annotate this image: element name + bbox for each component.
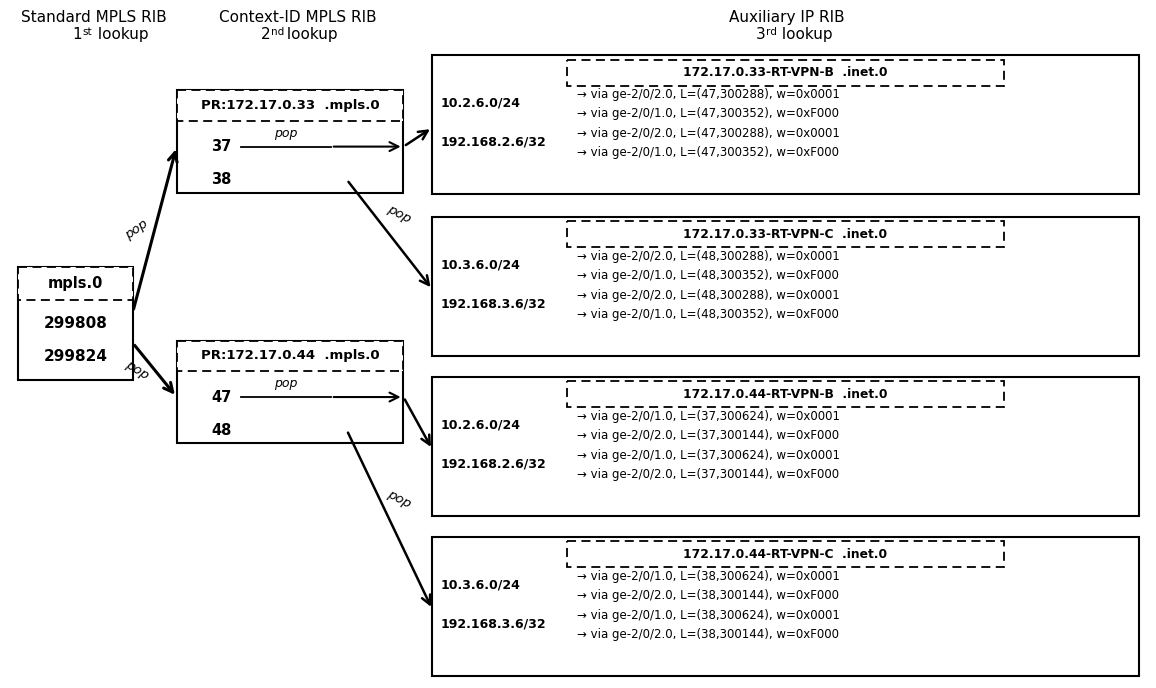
Text: → via ge-2/0/1.0, L=(48,300352), w=0xF000: → via ge-2/0/1.0, L=(48,300352), w=0xF00… xyxy=(577,308,838,321)
Text: → via ge-2/0/1.0, L=(38,300624), w=0x0001: → via ge-2/0/1.0, L=(38,300624), w=0x000… xyxy=(577,570,839,583)
Text: → via ge-2/0/1.0, L=(37,300624), w=0x0001: → via ge-2/0/1.0, L=(37,300624), w=0x000… xyxy=(577,449,839,462)
Text: 48: 48 xyxy=(212,422,231,438)
Text: 1: 1 xyxy=(72,28,82,43)
Text: → via ge-2/0/2.0, L=(48,300288), w=0x0001: → via ge-2/0/2.0, L=(48,300288), w=0x000… xyxy=(577,250,839,263)
Text: 47: 47 xyxy=(212,389,231,405)
Text: → via ge-2/0/2.0, L=(48,300288), w=0x0001: → via ge-2/0/2.0, L=(48,300288), w=0x000… xyxy=(577,289,839,302)
Text: 192.168.2.6/32: 192.168.2.6/32 xyxy=(440,458,546,471)
Text: pop: pop xyxy=(123,217,150,241)
Bar xyxy=(566,381,1005,407)
Text: → via ge-2/0/2.0, L=(47,300288), w=0x0001: → via ge-2/0/2.0, L=(47,300288), w=0x000… xyxy=(577,127,839,140)
Bar xyxy=(177,341,403,371)
Text: pop: pop xyxy=(274,127,298,140)
Text: → via ge-2/0/2.0, L=(38,300144), w=0xF000: → via ge-2/0/2.0, L=(38,300144), w=0xF00… xyxy=(577,589,838,602)
Text: mpls.0: mpls.0 xyxy=(47,276,103,290)
Text: 3: 3 xyxy=(756,28,765,43)
Text: nd: nd xyxy=(272,28,284,37)
Text: lookup: lookup xyxy=(282,28,338,43)
Bar xyxy=(177,90,403,193)
Bar xyxy=(432,537,1139,676)
Text: 172.17.0.33-RT-VPN-C  .inet.0: 172.17.0.33-RT-VPN-C .inet.0 xyxy=(683,228,888,241)
Text: PR:172.17.0.33  .mpls.0: PR:172.17.0.33 .mpls.0 xyxy=(201,99,379,112)
Text: → via ge-2/0/2.0, L=(37,300144), w=0xF000: → via ge-2/0/2.0, L=(37,300144), w=0xF00… xyxy=(577,468,839,481)
Text: → via ge-2/0/2.0, L=(47,300288), w=0x0001: → via ge-2/0/2.0, L=(47,300288), w=0x000… xyxy=(577,88,839,101)
Text: 10.3.6.0/24: 10.3.6.0/24 xyxy=(440,579,520,592)
Text: → via ge-2/0/1.0, L=(47,300352), w=0xF000: → via ge-2/0/1.0, L=(47,300352), w=0xF00… xyxy=(577,107,838,120)
Text: 172.17.0.44-RT-VPN-B  .inet.0: 172.17.0.44-RT-VPN-B .inet.0 xyxy=(683,388,888,401)
Bar xyxy=(566,60,1005,86)
Text: 2: 2 xyxy=(261,28,271,43)
Text: pop: pop xyxy=(123,358,150,382)
Text: 38: 38 xyxy=(212,172,231,187)
Bar xyxy=(177,90,403,120)
Text: 192.168.3.6/32: 192.168.3.6/32 xyxy=(440,297,546,310)
Text: → via ge-2/0/1.0, L=(38,300624), w=0x0001: → via ge-2/0/1.0, L=(38,300624), w=0x000… xyxy=(577,609,839,622)
Text: lookup: lookup xyxy=(777,28,832,43)
Text: 192.168.3.6/32: 192.168.3.6/32 xyxy=(440,618,546,630)
Bar xyxy=(566,541,1005,568)
Bar xyxy=(432,217,1139,356)
Text: → via ge-2/0/1.0, L=(37,300624), w=0x0001: → via ge-2/0/1.0, L=(37,300624), w=0x000… xyxy=(577,409,839,422)
Bar xyxy=(18,267,133,300)
Text: st: st xyxy=(82,28,91,37)
Text: 10.2.6.0/24: 10.2.6.0/24 xyxy=(440,418,520,431)
Text: 299808: 299808 xyxy=(44,316,108,332)
Text: pop: pop xyxy=(274,377,298,390)
Text: 192.168.2.6/32: 192.168.2.6/32 xyxy=(440,136,546,149)
Text: → via ge-2/0/2.0, L=(38,300144), w=0xF000: → via ge-2/0/2.0, L=(38,300144), w=0xF00… xyxy=(577,628,838,641)
Text: → via ge-2/0/1.0, L=(48,300352), w=0xF000: → via ge-2/0/1.0, L=(48,300352), w=0xF00… xyxy=(577,269,838,282)
Text: → via ge-2/0/2.0, L=(37,300144), w=0xF000: → via ge-2/0/2.0, L=(37,300144), w=0xF00… xyxy=(577,429,839,442)
Text: 172.17.0.33-RT-VPN-B  .inet.0: 172.17.0.33-RT-VPN-B .inet.0 xyxy=(683,66,888,79)
Text: rd: rd xyxy=(765,28,777,37)
Text: 10.2.6.0/24: 10.2.6.0/24 xyxy=(440,96,520,109)
Text: 172.17.0.44-RT-VPN-C  .inet.0: 172.17.0.44-RT-VPN-C .inet.0 xyxy=(683,548,888,561)
Text: Standard MPLS RIB: Standard MPLS RIB xyxy=(21,10,166,25)
Bar xyxy=(177,341,403,443)
Text: pop: pop xyxy=(385,488,414,511)
Text: pop: pop xyxy=(385,203,414,226)
Text: Auxiliary IP RIB: Auxiliary IP RIB xyxy=(728,10,844,25)
Text: lookup: lookup xyxy=(94,28,149,43)
Text: PR:172.17.0.44  .mpls.0: PR:172.17.0.44 .mpls.0 xyxy=(201,350,379,363)
Text: 10.3.6.0/24: 10.3.6.0/24 xyxy=(440,259,520,271)
Text: Context-ID MPLS RIB: Context-ID MPLS RIB xyxy=(220,10,377,25)
Bar xyxy=(566,222,1005,248)
Bar xyxy=(18,267,133,380)
Text: 37: 37 xyxy=(212,139,231,154)
Bar xyxy=(432,55,1139,195)
Bar xyxy=(432,377,1139,516)
Text: → via ge-2/0/1.0, L=(47,300352), w=0xF000: → via ge-2/0/1.0, L=(47,300352), w=0xF00… xyxy=(577,146,838,159)
Text: 299824: 299824 xyxy=(44,349,108,364)
